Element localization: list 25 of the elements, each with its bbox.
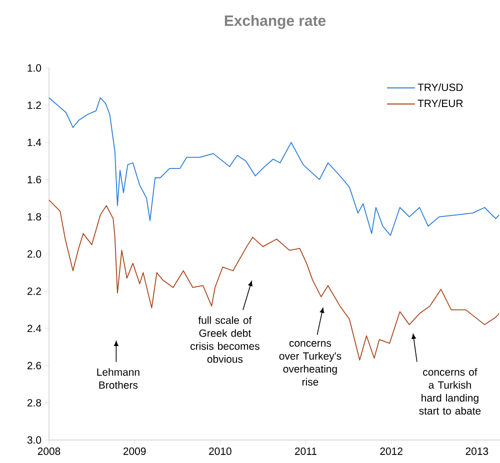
chart-title: Exchange rate	[224, 14, 326, 29]
y-tick-label: 2.4	[27, 324, 42, 332]
line-series	[48, 97, 500, 236]
y-tick-label: 3.0	[27, 436, 42, 444]
annotation: concerns of a Turkish hard landing start to abate	[419, 368, 481, 415]
annotation: full scale of Greek debt crisis becomes obvious	[190, 316, 260, 363]
legend-label: TRY/USD	[418, 83, 463, 92]
legend-label: TRY/EUR	[418, 99, 463, 108]
y-tick-label: 2.0	[27, 250, 42, 258]
y-tick-label: 1.0	[28, 64, 42, 72]
x-tick-label: 2011	[295, 448, 316, 455]
x-tick-label: 2012	[380, 448, 402, 455]
annotation: Lehmann Brothers	[97, 368, 140, 389]
x-tick-label: 2010	[209, 448, 232, 455]
y-tick-label: 1.4	[28, 138, 42, 146]
y-tick-label: 1.2	[28, 102, 41, 109]
annotation: concerns over Turkey's overheating rise	[279, 341, 342, 386]
y-tick-label: 2.2	[27, 288, 41, 295]
y-tick-label: 2.8	[27, 399, 42, 407]
x-tick-label: 2013	[466, 448, 488, 455]
y-tick-label: 1.6	[28, 176, 42, 184]
x-tick-label: 2009	[123, 448, 146, 455]
x-tick-label: 2008	[38, 448, 60, 455]
y-tick-label: 2.6	[27, 362, 42, 370]
y-tick-label: 1.8	[28, 213, 42, 221]
